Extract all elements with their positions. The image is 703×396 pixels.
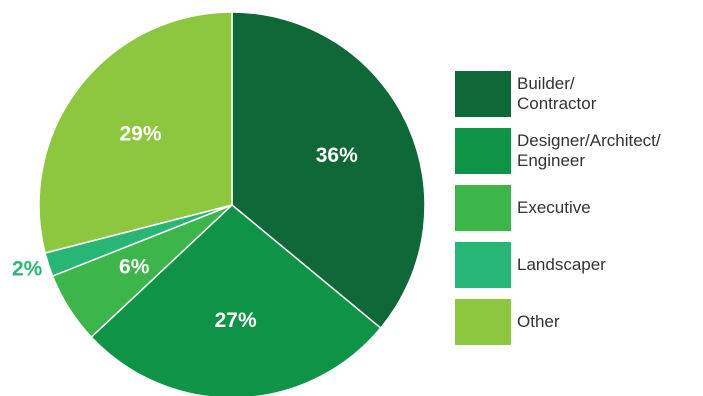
pie-slice-other (38, 11, 233, 254)
legend-label-other: Other (517, 312, 560, 331)
legend-swatch-landscaper (455, 242, 511, 288)
legend-swatch-builder-contractor (455, 71, 511, 117)
legend-label-builder-contractor: Builder/ Contractor (517, 74, 597, 113)
data-label-landscaper: 2% (12, 257, 43, 280)
legend-label-landscaper: Landscaper (517, 255, 606, 274)
legend-item-builder-contractor: Builder/ Contractor (455, 71, 703, 117)
pie-slice-designer-architect-engineer (90, 204, 382, 396)
legend-swatch-designer-architect-engineer (455, 128, 511, 174)
legend-label-designer-architect-engineer: Designer/Architect/ Engineer (517, 131, 661, 170)
pie-chart: 36% 27% 6% 2% 29% (12, 11, 426, 396)
legend-item-landscaper: Landscaper (455, 242, 703, 288)
data-label-other: 29% (119, 123, 161, 146)
legend-label-executive: Executive (517, 198, 591, 217)
pie-slice-builder-contractor (231, 11, 426, 329)
legend-swatch-other (455, 299, 511, 345)
data-label-builder-contractor: 36% (316, 144, 358, 167)
data-label-executive: 6% (119, 256, 150, 279)
legend-swatch-executive (455, 185, 511, 231)
legend-item-other: Other (455, 299, 703, 345)
legend: Builder/ Contractor Designer/Architect/ … (455, 71, 703, 356)
data-label-designer-architect-engineer: 27% (215, 309, 257, 332)
legend-item-designer-architect-engineer: Designer/Architect/ Engineer (455, 128, 703, 174)
legend-item-executive: Executive (455, 185, 703, 231)
